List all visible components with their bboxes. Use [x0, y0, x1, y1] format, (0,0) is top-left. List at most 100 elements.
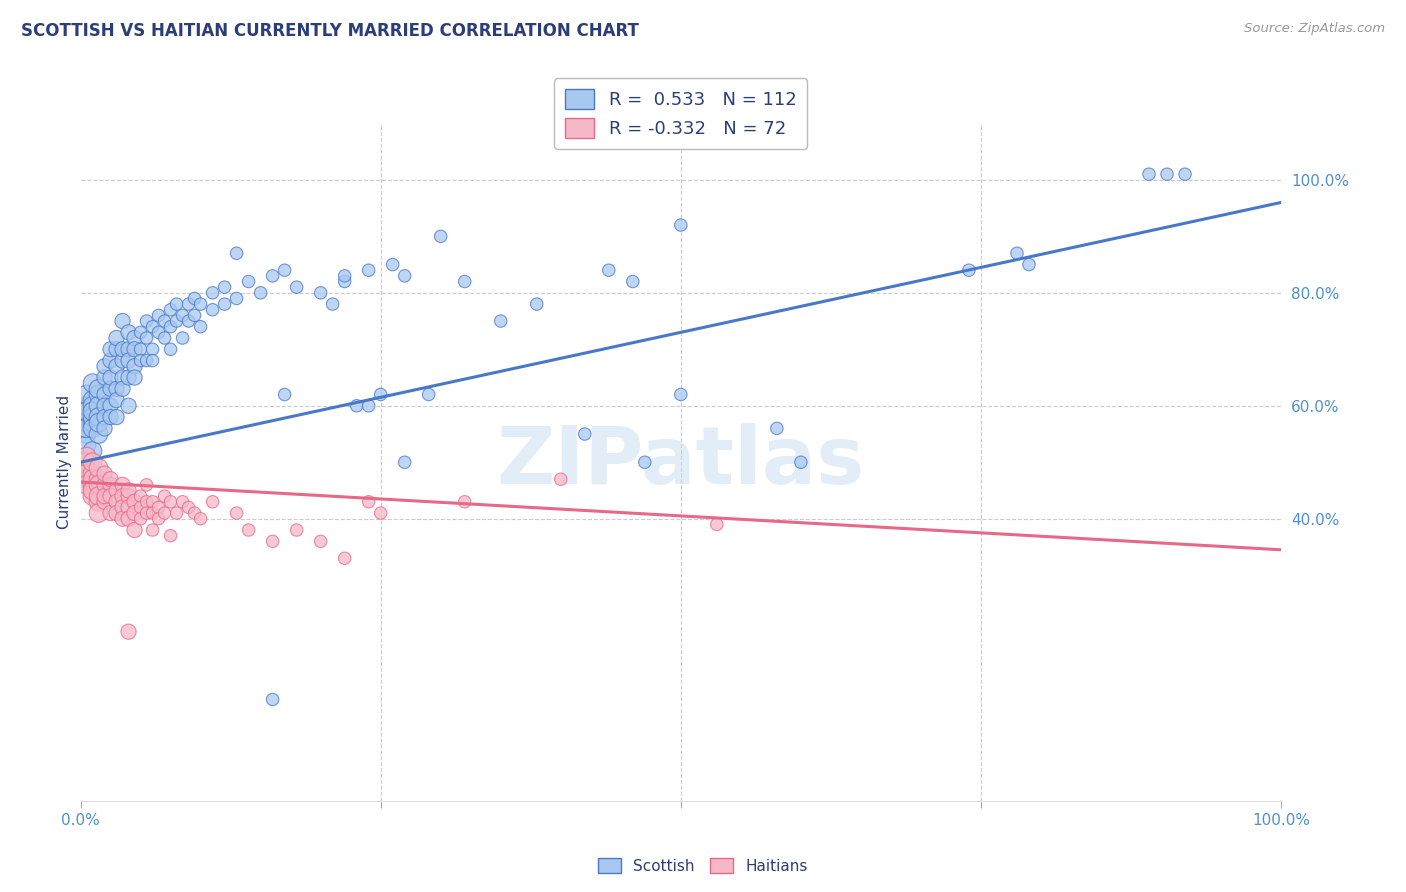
Point — [381, 258, 404, 272]
Point — [117, 343, 139, 357]
Point — [76, 387, 98, 401]
Point — [183, 506, 205, 520]
Point — [82, 489, 104, 503]
Point — [93, 370, 115, 384]
Point — [76, 421, 98, 435]
Point — [87, 478, 110, 492]
Point — [1005, 246, 1028, 260]
Point — [105, 483, 128, 498]
Point — [621, 275, 644, 289]
Point — [135, 506, 157, 520]
Point — [141, 343, 163, 357]
Point — [172, 331, 194, 345]
Point — [117, 326, 139, 340]
Point — [87, 495, 110, 509]
Point — [124, 506, 146, 520]
Point — [124, 370, 146, 384]
Point — [82, 483, 104, 498]
Point — [117, 399, 139, 413]
Point — [166, 314, 188, 328]
Point — [333, 268, 356, 283]
Point — [141, 506, 163, 520]
Point — [141, 319, 163, 334]
Point — [117, 512, 139, 526]
Point — [76, 478, 98, 492]
Point — [201, 495, 224, 509]
Point — [357, 495, 380, 509]
Point — [124, 359, 146, 374]
Point — [76, 416, 98, 430]
Point — [87, 506, 110, 520]
Point — [111, 382, 134, 396]
Point — [100, 506, 122, 520]
Point — [454, 495, 477, 509]
Point — [76, 461, 98, 475]
Point — [82, 376, 104, 391]
Point — [346, 399, 368, 413]
Point — [429, 229, 451, 244]
Point — [105, 393, 128, 408]
Point — [135, 314, 157, 328]
Point — [105, 331, 128, 345]
Point — [100, 410, 122, 425]
Point — [105, 359, 128, 374]
Point — [87, 427, 110, 442]
Point — [105, 343, 128, 357]
Point — [766, 421, 789, 435]
Point — [93, 399, 115, 413]
Point — [100, 353, 122, 368]
Point — [790, 455, 813, 469]
Point — [370, 387, 392, 401]
Point — [82, 393, 104, 408]
Point — [129, 512, 152, 526]
Point — [93, 410, 115, 425]
Point — [135, 495, 157, 509]
Point — [100, 343, 122, 357]
Point — [309, 534, 332, 549]
Point — [105, 410, 128, 425]
Point — [273, 263, 295, 277]
Point — [141, 353, 163, 368]
Point — [153, 506, 176, 520]
Point — [76, 399, 98, 413]
Point — [148, 500, 170, 515]
Point — [148, 326, 170, 340]
Point — [159, 495, 181, 509]
Point — [82, 467, 104, 481]
Point — [105, 382, 128, 396]
Point — [76, 404, 98, 418]
Point — [87, 410, 110, 425]
Point — [669, 387, 692, 401]
Point — [100, 472, 122, 486]
Point — [135, 331, 157, 345]
Point — [82, 410, 104, 425]
Point — [82, 416, 104, 430]
Point — [148, 512, 170, 526]
Point — [111, 370, 134, 384]
Text: ZIPatlas: ZIPatlas — [496, 423, 865, 501]
Point — [526, 297, 548, 311]
Point — [82, 399, 104, 413]
Point — [82, 478, 104, 492]
Point — [159, 529, 181, 543]
Point — [82, 455, 104, 469]
Point — [183, 309, 205, 323]
Point — [172, 495, 194, 509]
Point — [489, 314, 512, 328]
Point — [238, 275, 260, 289]
Point — [93, 478, 115, 492]
Point — [100, 399, 122, 413]
Point — [76, 472, 98, 486]
Point — [129, 489, 152, 503]
Point — [418, 387, 440, 401]
Point — [105, 506, 128, 520]
Point — [1018, 258, 1040, 272]
Point — [93, 421, 115, 435]
Legend: Scottish, Haitians: Scottish, Haitians — [592, 852, 814, 880]
Point — [574, 427, 596, 442]
Point — [141, 523, 163, 537]
Point — [76, 450, 98, 464]
Point — [394, 268, 416, 283]
Point — [124, 343, 146, 357]
Point — [333, 551, 356, 566]
